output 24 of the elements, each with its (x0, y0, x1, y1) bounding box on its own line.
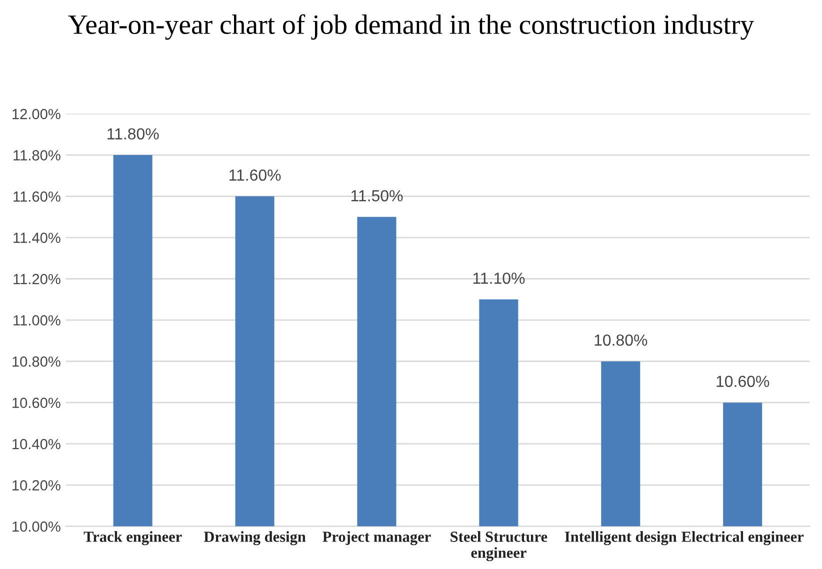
x-tick-label: Drawing design (204, 531, 306, 546)
y-tick-label: 11.00% (14, 315, 60, 326)
x-tick-label: Track engineer (84, 531, 182, 546)
y-tick-label: 11.60% (14, 191, 60, 202)
y-tick-label: 10.80% (12, 356, 60, 367)
data-label: 10.80% (594, 334, 648, 346)
x-tick-label: Steel Structure engineer (450, 531, 548, 562)
x-tick-label: Electrical engineer (682, 531, 804, 546)
data-label: 11.60% (230, 169, 281, 181)
data-label: 10.60% (716, 376, 770, 388)
data-label: 11.80% (108, 128, 159, 140)
data-label: 11.50% (351, 190, 403, 202)
chart-title: Year-on-year chart of job demand in the construction industry (68, 14, 754, 40)
x-tick-label: Project manager (322, 531, 431, 546)
y-tick-label: 10.60% (12, 398, 60, 408)
x-tick-label: Intelligent design (564, 531, 677, 546)
y-tick-label: 10.40% (12, 438, 60, 450)
y-tick-label: 12.00% (12, 108, 60, 120)
y-tick-label: 11.20% (14, 274, 60, 284)
y-tick-label: 11.40% (14, 232, 60, 243)
y-tick-label: 11.80% (14, 150, 60, 160)
data-label: 11.10% (473, 272, 525, 284)
y-tick-label: 10.20% (12, 480, 60, 490)
y-tick-label: 10.00% (12, 521, 60, 532)
